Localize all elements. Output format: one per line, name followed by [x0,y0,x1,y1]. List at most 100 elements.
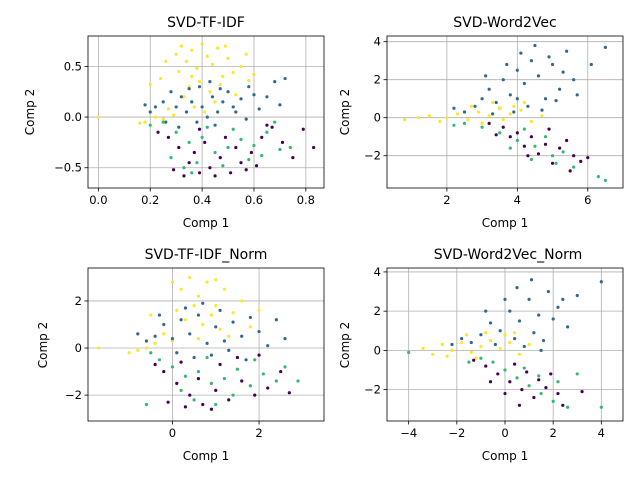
scatter-point [190,48,194,52]
scatter-point [244,168,248,172]
scatter-point [161,120,165,124]
scatter-point [501,125,505,129]
scatter-point [227,334,231,338]
scatter-point [452,123,456,127]
scatter-point [484,309,488,313]
scatter-point [525,370,529,374]
scatter-point [192,398,196,402]
scatter-point [214,304,218,308]
scatter-point [513,362,517,366]
scatter-point [522,100,526,105]
scatter-point [235,355,239,360]
scatter-point [253,358,257,362]
scatter-point [201,322,205,327]
scatter-point [533,144,537,148]
scatter-point [222,287,227,291]
scatter-point [210,62,215,66]
scatter-point [136,332,140,336]
scatter-point [157,313,162,317]
scatter-point [195,66,199,71]
scatter-point [187,87,191,91]
scatter-point [522,344,526,349]
scatter-point [248,325,252,329]
scatter-point [572,165,576,169]
scatter-point [466,118,470,122]
scatter-point [522,366,526,370]
scatter-point [445,354,449,358]
scatter-point [561,297,565,301]
scatter-point [469,104,474,108]
subplot-svd-tf-idf: 0.0 0.2 0.4 0.6 0.8 −0.5 0.0 0.5 SVD-TF-IDF Com… [23,15,325,230]
scatter-point [473,104,477,108]
scatter-point [138,121,142,125]
y-tick-label: −2 [65,388,82,402]
scatter-point [239,137,243,141]
scatter-point [557,146,562,150]
scatter-point [529,157,534,162]
scatter-point [438,119,442,124]
scatter-point [265,130,269,134]
scatter-point [231,393,235,397]
scatter-point [517,352,522,356]
scatter-point [213,174,217,178]
scatter-point [196,294,201,298]
scatter-point [540,114,544,118]
scatter-point [476,110,481,114]
scatter-point [537,378,541,382]
scatter-point [554,99,558,103]
scatter-point [469,350,473,354]
scatter-point [503,333,507,337]
scatter-point [177,69,181,74]
x-tick-label: 6 [584,193,591,207]
scatter-point [187,161,191,165]
scatter-point [227,348,231,352]
scatter-point [231,70,235,75]
scatter-point [231,320,235,324]
scatter-point [501,78,505,82]
scatter-point [162,332,166,336]
scatter-point [182,166,186,170]
scatter-point [174,130,178,134]
scatter-point [247,85,251,89]
scatter-point [249,150,253,155]
scatter-point [487,114,491,118]
scatter-point [572,154,576,158]
scatter-point [270,125,274,129]
scatter-point [247,158,251,162]
x-tick-label: −4 [400,426,417,440]
scatter-point [153,334,157,338]
subplot-svd-word2vec: 2 4 6 −2 0 2 4 SVD-Word2Vec Comp 1 Comp 2 [338,15,624,230]
y-tick-label: 0.5 [64,59,82,73]
subplot-title: SVD-Word2Vec [453,15,556,31]
scatter-point [197,85,202,89]
scatter-point [287,391,291,395]
scatter-point [541,338,546,343]
scatter-point [209,407,214,411]
scatter-point [148,110,152,114]
scatter-point [214,278,218,282]
scatter-point [164,120,168,124]
scatter-point [234,93,238,97]
scatter-point [273,120,277,124]
scatter-point [537,374,541,378]
scatter-point [505,62,509,67]
scatter-point [508,93,512,97]
scatter-point [498,329,502,333]
x-tick-label: 0.0 [89,193,107,207]
scatter-point [209,353,214,357]
scatter-point [240,379,244,383]
scatter-point [274,379,278,383]
scatter-point [136,348,140,352]
scatter-point [257,329,261,334]
scatter-point [487,121,491,125]
scatter-point [417,116,421,120]
scatter-point [512,104,516,108]
scatter-point [556,391,560,396]
scatter-point [421,346,425,351]
scatter-point [200,135,204,139]
scatter-point [226,56,230,60]
scatter-point [554,161,558,165]
scatter-point [164,59,168,63]
scatter-point [515,131,519,135]
scatter-point [427,114,431,118]
